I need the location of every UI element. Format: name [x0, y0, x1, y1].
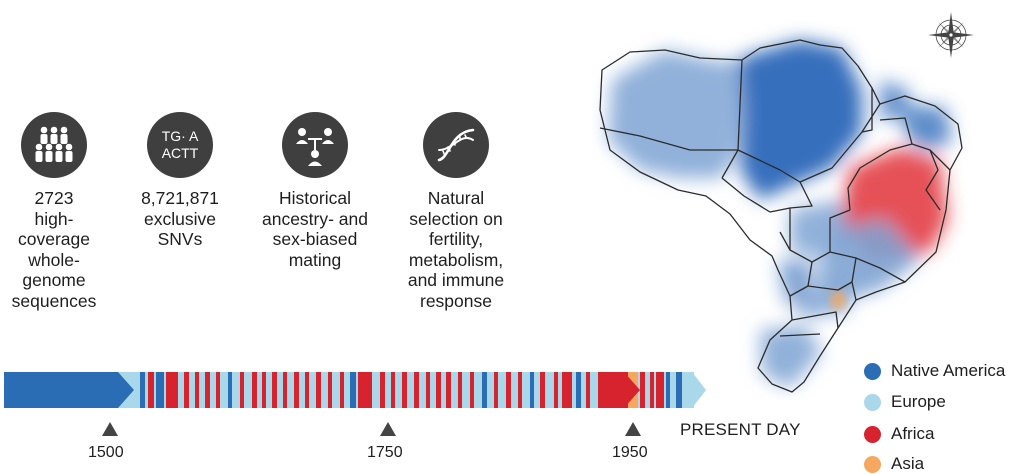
- timeline-segment: [518, 372, 522, 408]
- feature-genomes: 2723 high- coverage whole- genome sequen…: [0, 112, 114, 311]
- timeline-segment: [656, 372, 664, 408]
- timeline-arrow-tip: [692, 372, 706, 408]
- ancestry-blobs: [608, 40, 952, 388]
- feature-ancestry-text: Historical ancestry- and sex-biased mati…: [261, 188, 369, 270]
- timeline-segment: [305, 372, 309, 408]
- state-borders: [599, 39, 963, 393]
- people-group-icon: [21, 112, 87, 178]
- feature-selection-text: Natural selection on fertility, metaboli…: [407, 188, 505, 311]
- timeline-segment: [470, 372, 474, 408]
- timeline-segment: [446, 372, 451, 408]
- legend-swatch: [864, 393, 881, 411]
- timeline-segment: [666, 372, 670, 408]
- legend-swatch: [864, 455, 881, 473]
- tick-1750-marker: [380, 422, 396, 436]
- timeline-segment: [540, 372, 545, 408]
- feature-snvs: TG· A ACTT 8,721,871 exclusive SNVs: [120, 112, 240, 250]
- timeline-segment: [240, 372, 244, 408]
- feature-genomes-text: 2723 high- coverage whole- genome sequen…: [11, 188, 97, 311]
- timeline-segment: [216, 372, 220, 408]
- dna-icon: [423, 112, 489, 178]
- timeline-segment: [328, 372, 332, 408]
- timeline-segment: [554, 372, 558, 408]
- legend-item-europe: Europe: [864, 392, 946, 412]
- timeline-segment: [586, 372, 590, 408]
- timeline-segment: [358, 372, 372, 408]
- timeline-segment: [283, 372, 287, 408]
- timeline-segment: [640, 372, 645, 408]
- legend-item-asia: Asia: [864, 454, 924, 474]
- timeline-segment: [391, 372, 395, 408]
- compass-rose-icon: [928, 12, 974, 58]
- timeline-segment: [166, 372, 178, 408]
- timeline-segment: [184, 372, 189, 408]
- timeline-segment: [458, 372, 462, 408]
- timeline-segment: [402, 372, 407, 408]
- timeline-segment: [140, 372, 145, 408]
- timeline-africa-arrow: [606, 372, 640, 408]
- timeline-segment: [350, 372, 356, 408]
- timeline-segment: [156, 372, 164, 408]
- snv-icon: TG· A ACTT: [147, 112, 213, 178]
- present-day-label: PRESENT DAY: [680, 420, 801, 439]
- timeline-segment: [414, 372, 419, 408]
- brazil-ancestry-map: [599, 39, 963, 393]
- legend-swatch: [864, 425, 881, 443]
- snv-icon-bottom-text: ACTT: [161, 145, 199, 161]
- timeline-segment: [676, 372, 682, 408]
- timeline-segment: [294, 372, 299, 408]
- timeline-segment: [506, 372, 511, 408]
- timeline-segment: [205, 372, 210, 408]
- timeline-segment: [228, 372, 232, 408]
- feature-snvs-text: 8,721,871 exclusive SNVs: [141, 188, 219, 249]
- timeline-segment: [436, 372, 441, 408]
- timeline-segment: [650, 372, 654, 408]
- timeline-segment: [426, 372, 430, 408]
- legend-item-africa: Africa: [864, 424, 934, 444]
- tick-1500-marker: [102, 422, 118, 436]
- timeline-segment: [195, 372, 199, 408]
- timeline-segment: [482, 372, 487, 408]
- timeline-stripes: [4, 372, 706, 408]
- timeline-segment: [272, 372, 277, 408]
- timeline-segment: [598, 372, 608, 408]
- timeline-segment: [530, 372, 534, 408]
- timeline-segment: [494, 372, 498, 408]
- feature-selection: Natural selection on fertility, metaboli…: [396, 112, 516, 311]
- tick-1950-marker: [625, 422, 641, 436]
- snv-icon-top-text: TG· A: [161, 128, 199, 144]
- tick-label-1950: 1950: [612, 444, 648, 461]
- timeline-segment: [576, 372, 581, 408]
- ancestry-timeline: [4, 372, 706, 436]
- timeline-segment: [262, 372, 266, 408]
- feature-ancestry: Historical ancestry- and sex-biased mati…: [255, 112, 375, 270]
- tick-label-1500: 1500: [88, 444, 124, 461]
- timeline-segment: [340, 372, 344, 408]
- tick-label-1750: 1750: [367, 444, 403, 461]
- timeline-segment: [148, 372, 154, 408]
- legend-item-native-america: Native America: [864, 361, 1005, 381]
- legend-swatch: [864, 362, 881, 380]
- ancestry-tree-icon: [282, 112, 348, 178]
- timeline-segment: [562, 372, 572, 408]
- timeline-native-america-block: [4, 372, 134, 408]
- timeline-segment: [252, 372, 257, 408]
- timeline-segment: [380, 372, 385, 408]
- timeline-segment: [316, 372, 321, 408]
